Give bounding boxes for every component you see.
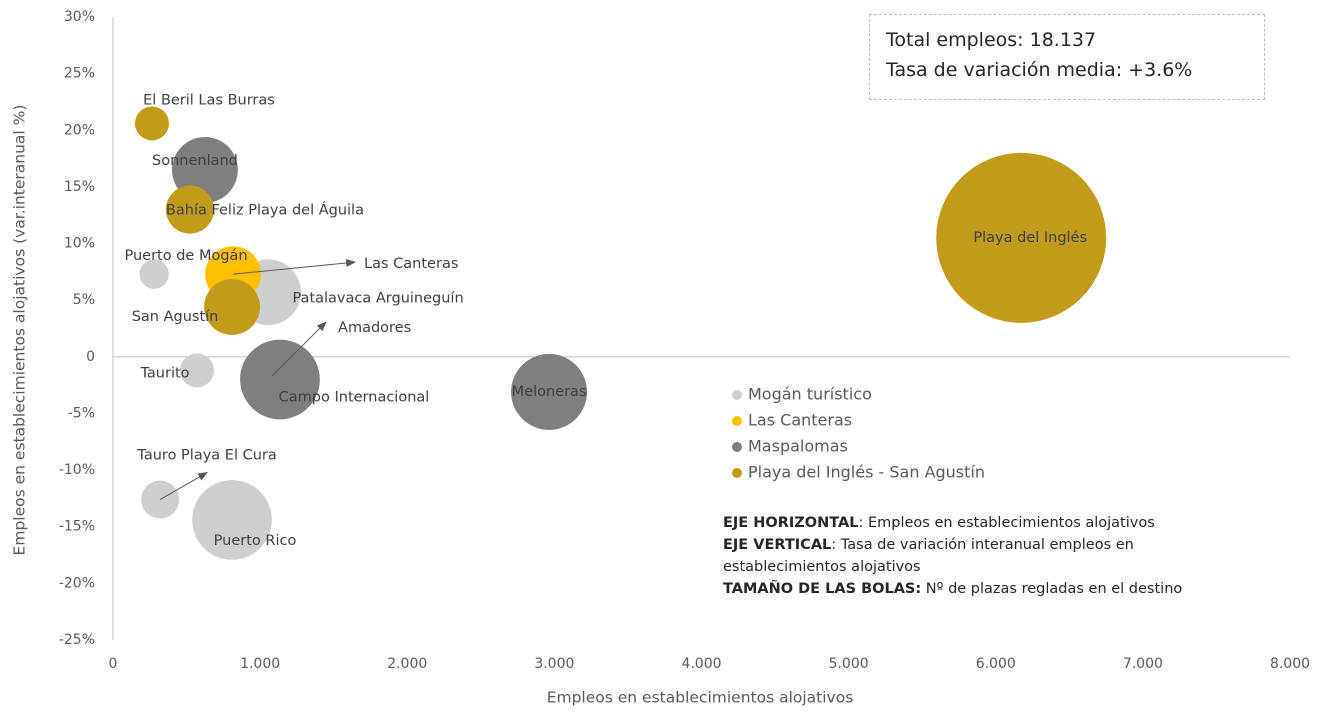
bubble	[936, 152, 1107, 323]
legend-marker	[732, 390, 742, 400]
y-tick-label: 5%	[73, 292, 95, 308]
bubble-label: Puerto Rico	[214, 533, 297, 549]
bubble-label: Campo Internacional	[279, 389, 430, 405]
bubble-label: Amadores	[338, 320, 411, 336]
legend-label: Playa del Inglés - San Agustín	[748, 463, 985, 482]
bubble-label: Sonnenland	[152, 153, 238, 169]
bubble	[139, 259, 169, 289]
notes: EJE HORIZONTAL: Empleos en establecimien…	[723, 512, 1203, 600]
callout-arrow	[271, 321, 327, 377]
y-tick-label: 25%	[64, 66, 95, 82]
legend-marker	[732, 416, 742, 426]
bubble-label: San Agustín	[132, 309, 219, 325]
note-text: : Tasa de variación interanual empleos e…	[723, 537, 1134, 575]
note: TAMAÑO DE LAS BOLAS: Nº de plazas reglad…	[723, 578, 1203, 600]
bubble	[134, 106, 169, 141]
bubble	[240, 339, 320, 420]
x-tick-label: 4.000	[681, 656, 721, 672]
info-box: Total empleos: 18.137 Tasa de variación m…	[869, 14, 1265, 100]
y-tick-label: 30%	[64, 9, 95, 25]
bubble-label: Tauro Playa El Cura	[136, 448, 276, 464]
note-label: EJE HORIZONTAL	[723, 515, 859, 531]
y-tick-label: -25%	[59, 632, 95, 648]
bubble-label: Las Canteras	[364, 256, 458, 272]
note-text: : Empleos en establecimientos alojativos	[858, 515, 1155, 531]
x-tick-label: 0	[109, 656, 118, 672]
note: EJE VERTICAL: Tasa de variación interanu…	[723, 534, 1203, 578]
x-tick-label: 2.000	[387, 656, 427, 672]
bubble	[204, 279, 260, 335]
y-tick-label: 15%	[64, 179, 95, 195]
x-tick-label: 3.000	[534, 656, 574, 672]
bubble	[192, 480, 272, 560]
bubble-label: Puerto de Mogán	[124, 248, 247, 264]
y-axis-label: Empleos en establecimientos alojativos (…	[11, 105, 29, 556]
y-tick-label: -15%	[59, 519, 95, 535]
y-tick-label: -10%	[59, 462, 95, 478]
x-tick-label: 8.000	[1270, 656, 1310, 672]
note: EJE HORIZONTAL: Empleos en establecimien…	[723, 512, 1203, 534]
note-label: EJE VERTICAL	[723, 537, 832, 553]
bubble-label: Taurito	[139, 365, 189, 381]
y-tick-label: -5%	[68, 405, 95, 421]
y-tick-label: 20%	[64, 122, 95, 138]
bubble	[165, 185, 214, 234]
bubble-label: Bahía Feliz Playa del Águila	[166, 202, 364, 219]
info-line: Total empleos: 18.137	[886, 29, 1097, 51]
x-axis-label: Empleos en establecimientos alojativos	[547, 689, 854, 707]
bubble	[511, 353, 588, 430]
legend-label: Maspalomas	[748, 437, 848, 456]
bubble-label: El Beril Las Burras	[143, 92, 275, 108]
callout-arrow	[233, 259, 357, 275]
y-tick-label: -20%	[59, 575, 95, 591]
legend-label: Las Canteras	[748, 411, 852, 430]
x-tick-label: 1.000	[240, 656, 280, 672]
callout-arrow	[159, 472, 208, 500]
note-label: TAMAÑO DE LAS BOLAS:	[723, 581, 922, 597]
x-tick-label: 7.000	[1123, 656, 1163, 672]
bubble-label: Meloneras	[512, 384, 587, 400]
bubble	[180, 353, 215, 388]
bubble-label: Playa del Inglés	[973, 230, 1087, 246]
bubble-label: Patalavaca Arguineguín	[292, 290, 463, 306]
x-tick-label: 5.000	[829, 656, 869, 672]
y-tick-label: 0	[86, 349, 95, 365]
x-tick-label: 6.000	[976, 656, 1016, 672]
legend-label: Mogán turístico	[748, 385, 872, 404]
info-line: Tasa de variación media: +3.6%	[886, 59, 1193, 81]
legend-marker	[732, 468, 742, 478]
y-tick-label: 10%	[64, 236, 95, 252]
note-text: Nº de plazas regladas en el destino	[921, 581, 1183, 597]
legend-marker	[732, 442, 742, 452]
